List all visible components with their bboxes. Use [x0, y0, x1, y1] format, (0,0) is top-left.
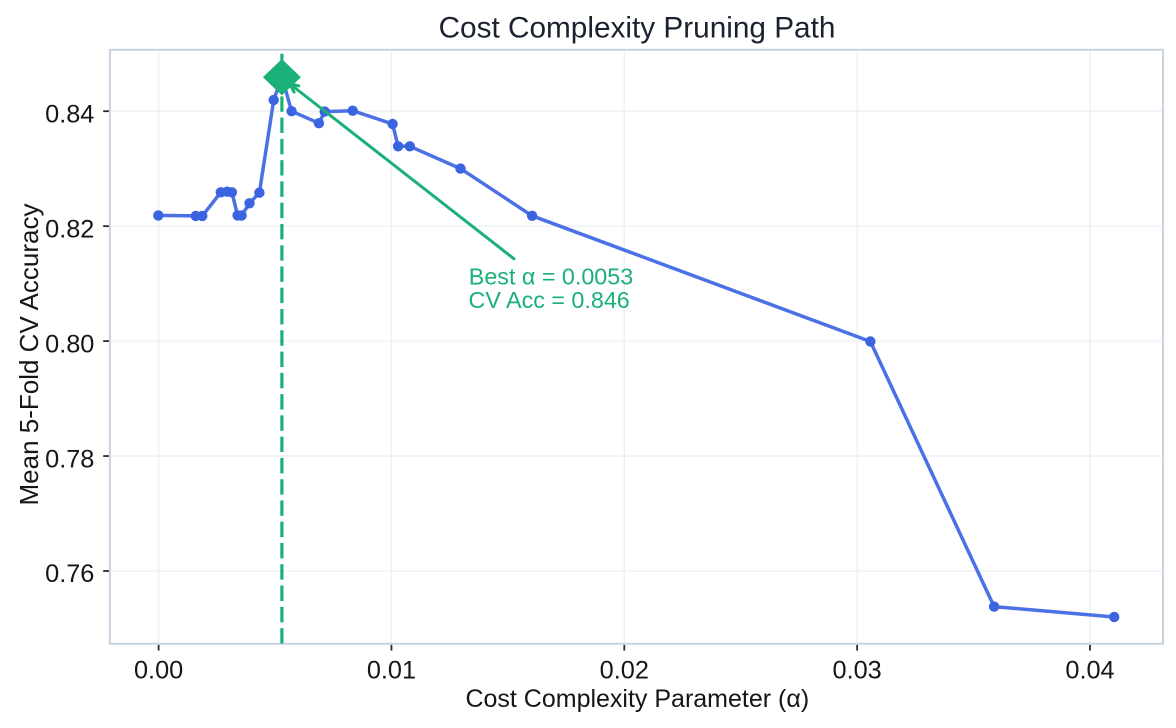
svg-text:0.04: 0.04 [1065, 656, 1114, 684]
svg-text:Best α = 0.0053: Best α = 0.0053 [469, 264, 633, 290]
svg-text:0.82: 0.82 [45, 215, 94, 243]
svg-text:0.80: 0.80 [45, 330, 94, 358]
svg-text:CV Acc = 0.846: CV Acc = 0.846 [469, 287, 630, 313]
svg-text:0.00: 0.00 [134, 656, 183, 684]
svg-text:Cost Complexity Parameter (α): Cost Complexity Parameter (α) [465, 685, 809, 713]
svg-text:0.78: 0.78 [45, 445, 94, 473]
svg-text:0.01: 0.01 [367, 656, 416, 684]
svg-text:Mean 5-Fold CV Accuracy: Mean 5-Fold CV Accuracy [14, 203, 44, 505]
svg-text:0.84: 0.84 [45, 100, 94, 128]
svg-text:0.03: 0.03 [833, 656, 882, 684]
svg-text:0.02: 0.02 [600, 656, 649, 684]
svg-text:0.76: 0.76 [45, 560, 94, 588]
svg-text:Cost Complexity Pruning Path: Cost Complexity Pruning Path [439, 11, 836, 44]
